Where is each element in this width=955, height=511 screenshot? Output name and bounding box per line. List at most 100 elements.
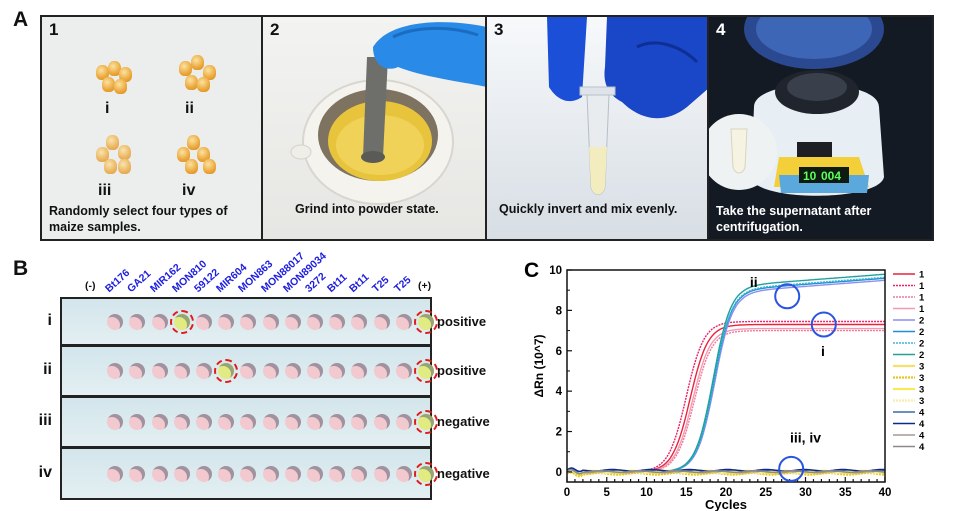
column-label: T25 xyxy=(391,273,414,295)
sample-label: iii xyxy=(98,182,112,199)
series-line-1 xyxy=(567,320,885,473)
x-tick-label: 35 xyxy=(839,487,852,499)
legend-label: 4 xyxy=(919,419,925,430)
sample-label: iv xyxy=(182,182,196,199)
legend-label: 4 xyxy=(919,442,925,453)
step-4-centrifuge: 10 004 4 Take the supernatant after cent… xyxy=(709,17,932,239)
negative-well xyxy=(151,363,168,379)
legend-label: 3 xyxy=(919,373,924,384)
series-line-4 xyxy=(566,469,886,475)
negative-well xyxy=(196,313,212,330)
negative-well xyxy=(107,414,124,430)
step-number: 1 xyxy=(49,20,59,39)
kernels-ii-image xyxy=(175,55,219,93)
negative-well xyxy=(240,414,257,430)
legend-label: 4 xyxy=(919,431,925,442)
y-tick-label: 10 xyxy=(549,265,562,277)
x-tick-label: 40 xyxy=(879,487,892,499)
negative-well xyxy=(373,363,390,379)
annotation-label: ii xyxy=(750,274,758,290)
negative-well xyxy=(262,465,279,482)
legend-label: 1 xyxy=(919,281,925,292)
negative-well xyxy=(329,313,346,330)
negative-well xyxy=(351,414,368,430)
negative-well xyxy=(240,363,257,379)
highlight-circle xyxy=(169,309,194,334)
x-tick-label: 20 xyxy=(720,487,733,499)
step-number: 3 xyxy=(494,20,504,39)
legend-label: 2 xyxy=(919,316,924,327)
negative-well xyxy=(151,414,168,430)
step-2-grind: 2 Grind into powder state. xyxy=(263,17,488,239)
legend-label: 1 xyxy=(919,304,925,315)
negative-well xyxy=(351,465,368,482)
highlight-circle xyxy=(414,410,438,434)
annotation-label: i xyxy=(821,343,825,359)
negative-well xyxy=(151,313,168,330)
negative-well xyxy=(351,313,368,330)
strip-result-negative: negative xyxy=(437,414,490,429)
tube-in-hand-image xyxy=(547,17,708,195)
y-tick-label: 8 xyxy=(556,305,563,317)
panel-b-letter: B xyxy=(13,257,29,280)
negative-well xyxy=(329,363,346,379)
y-tick-label: 4 xyxy=(556,386,563,398)
negative-well xyxy=(262,313,279,330)
highlight-circle xyxy=(414,309,438,334)
negative-well xyxy=(107,465,124,482)
column-label: T25 xyxy=(369,273,392,295)
annotation-label: iii, iv xyxy=(790,430,821,446)
x-tick-label: 30 xyxy=(799,487,812,499)
negative-well xyxy=(107,313,124,330)
negative-well xyxy=(173,363,190,379)
step-caption: Randomly select four types of maize samp… xyxy=(49,204,228,234)
series-line-1 xyxy=(567,327,885,473)
negative-well xyxy=(129,414,146,430)
strip-row-label: ii xyxy=(43,361,52,378)
centrifuge-image: 10 004 xyxy=(709,17,885,196)
strip-row-label: iii xyxy=(38,412,52,429)
series-line-3 xyxy=(566,469,886,475)
step-1-select-samples: 1 i ii iii iv Randomly select four types… xyxy=(42,17,264,239)
x-tick-label: 5 xyxy=(604,487,611,499)
negative-well xyxy=(395,363,412,379)
centrifuge-display-left: 10 xyxy=(803,169,817,183)
legend-label: 3 xyxy=(919,385,924,396)
y-axis-label: ΔRn (10^7) xyxy=(532,335,546,398)
x-tick-label: 10 xyxy=(640,487,653,499)
negative-well xyxy=(262,414,279,430)
qpcr-amplification-chart: C 0 5 10 15 20 25 30 35 40 0 2 4 6 8 10 Cycles ΔRn (10^7)… xyxy=(524,259,925,511)
negative-well xyxy=(218,465,235,482)
negative-well xyxy=(129,465,146,482)
sample-label: ii xyxy=(185,100,194,117)
highlight-circle xyxy=(414,359,438,383)
y-tick-label: 2 xyxy=(556,427,562,439)
negative-well xyxy=(107,363,124,379)
legend-label: 2 xyxy=(919,339,924,350)
panel-a-letter: A xyxy=(13,8,29,31)
series-line-2 xyxy=(567,279,886,473)
strip-result-positive: positive xyxy=(437,313,487,329)
negative-well xyxy=(329,465,346,482)
series-line-2 xyxy=(567,273,886,473)
negative-well xyxy=(129,363,146,379)
negative-well xyxy=(173,465,190,482)
negative-well xyxy=(373,465,390,482)
series-line-2 xyxy=(567,276,886,473)
legend-label: 1 xyxy=(919,293,925,304)
negative-well xyxy=(307,363,323,379)
x-tick-label: 0 xyxy=(564,487,570,499)
step-3-mix: 3 Quickly invert and mix evenly. xyxy=(487,17,710,239)
legend-label: 3 xyxy=(919,362,924,373)
annotation-circle xyxy=(778,455,805,482)
column-label: (+) xyxy=(418,280,432,292)
series-line-1 xyxy=(567,329,885,473)
negative-well xyxy=(284,363,301,379)
plot-frame xyxy=(566,269,886,483)
negative-well xyxy=(395,414,412,430)
centrifuge-display-right: 004 xyxy=(821,169,841,183)
x-tick-label: 25 xyxy=(759,487,772,499)
negative-well xyxy=(373,313,390,330)
highlight-circle xyxy=(414,461,438,486)
step-caption: Grind into powder state. xyxy=(295,202,439,216)
